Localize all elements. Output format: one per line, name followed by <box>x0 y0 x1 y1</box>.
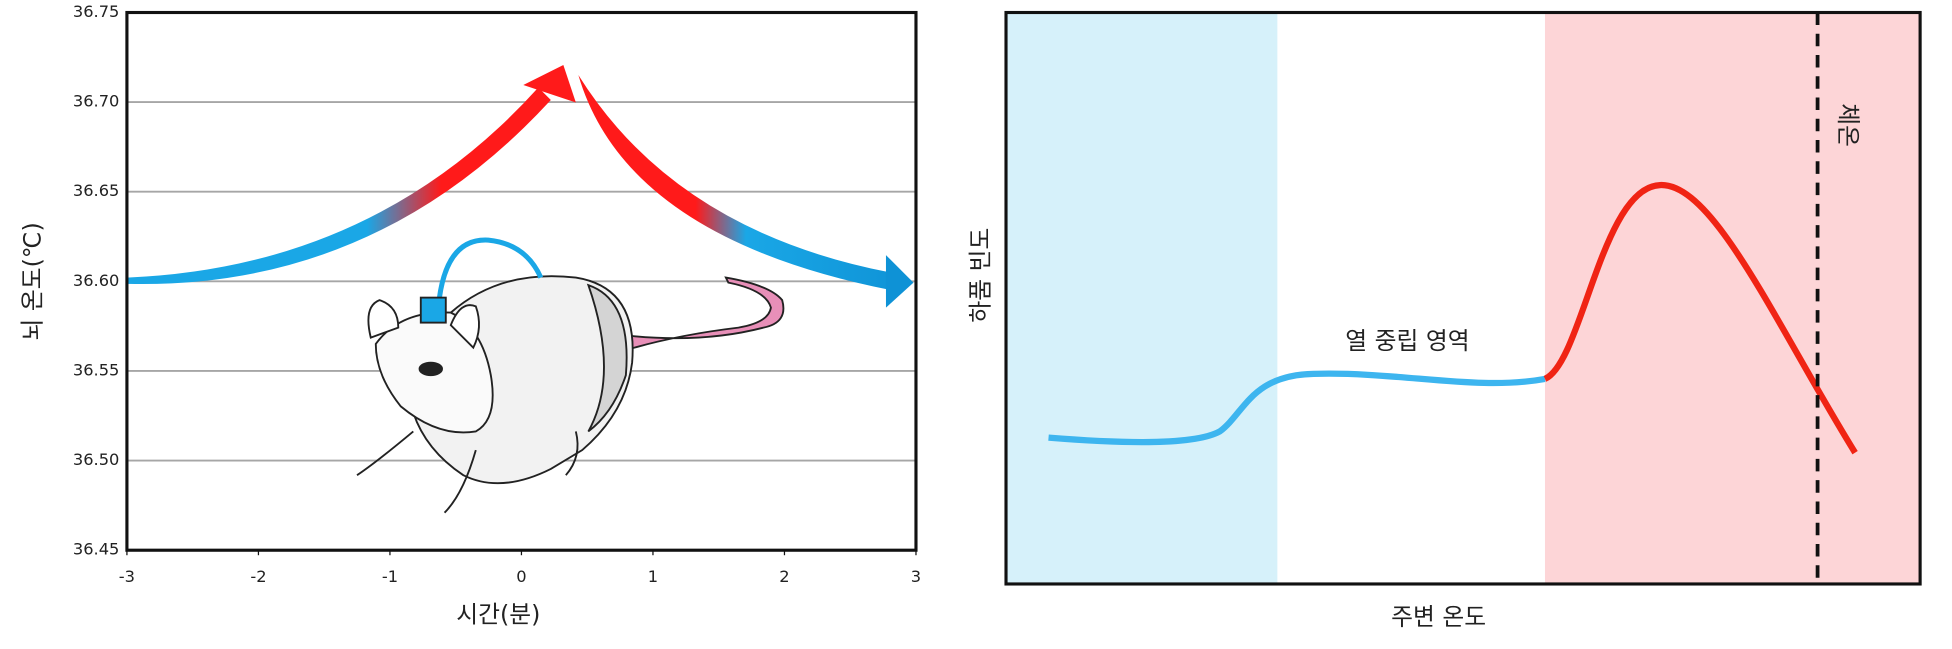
y-tick-label: 36.55 <box>73 360 120 379</box>
rise-arrowhead <box>523 65 576 103</box>
curve-neutral <box>1048 370 1546 446</box>
y-axis-label: 뇌 온도(℃) <box>19 222 47 340</box>
annotation: 체온 <box>1834 103 1862 147</box>
y-tick-label: 36.60 <box>73 271 120 290</box>
y-tick-label: 36.45 <box>73 540 120 559</box>
right-plot-frame <box>1004 10 1922 586</box>
x-tick-label: 0 <box>516 567 526 586</box>
curve-hot <box>1543 181 1858 455</box>
x-axis-label: 주변 온도 <box>1391 603 1486 631</box>
annotation: 열 중립 영역 <box>1345 327 1469 355</box>
fall-arrow <box>578 75 891 291</box>
y-tick-label: 36.65 <box>73 181 120 200</box>
x-tick-label: 1 <box>648 567 658 586</box>
cold-zone <box>1006 12 1278 584</box>
y-axis-label: 하품 빈도 <box>967 228 995 323</box>
rise-arrow <box>126 87 551 285</box>
x-tick-label: -2 <box>250 567 266 586</box>
y-tick-label: 36.75 <box>73 2 120 21</box>
x-tick-label: -1 <box>382 567 398 586</box>
x-tick-label: -3 <box>119 567 135 586</box>
x-tick-label: 3 <box>911 567 921 586</box>
y-tick-label: 36.70 <box>73 92 120 111</box>
x-tick-label: 2 <box>779 567 789 586</box>
fall-arrowhead <box>885 255 914 308</box>
y-tick-label: 36.50 <box>73 450 120 469</box>
x-axis-label: 시간(분) <box>456 601 540 629</box>
hot-zone <box>1544 12 1921 584</box>
rat-illustration <box>356 237 785 514</box>
